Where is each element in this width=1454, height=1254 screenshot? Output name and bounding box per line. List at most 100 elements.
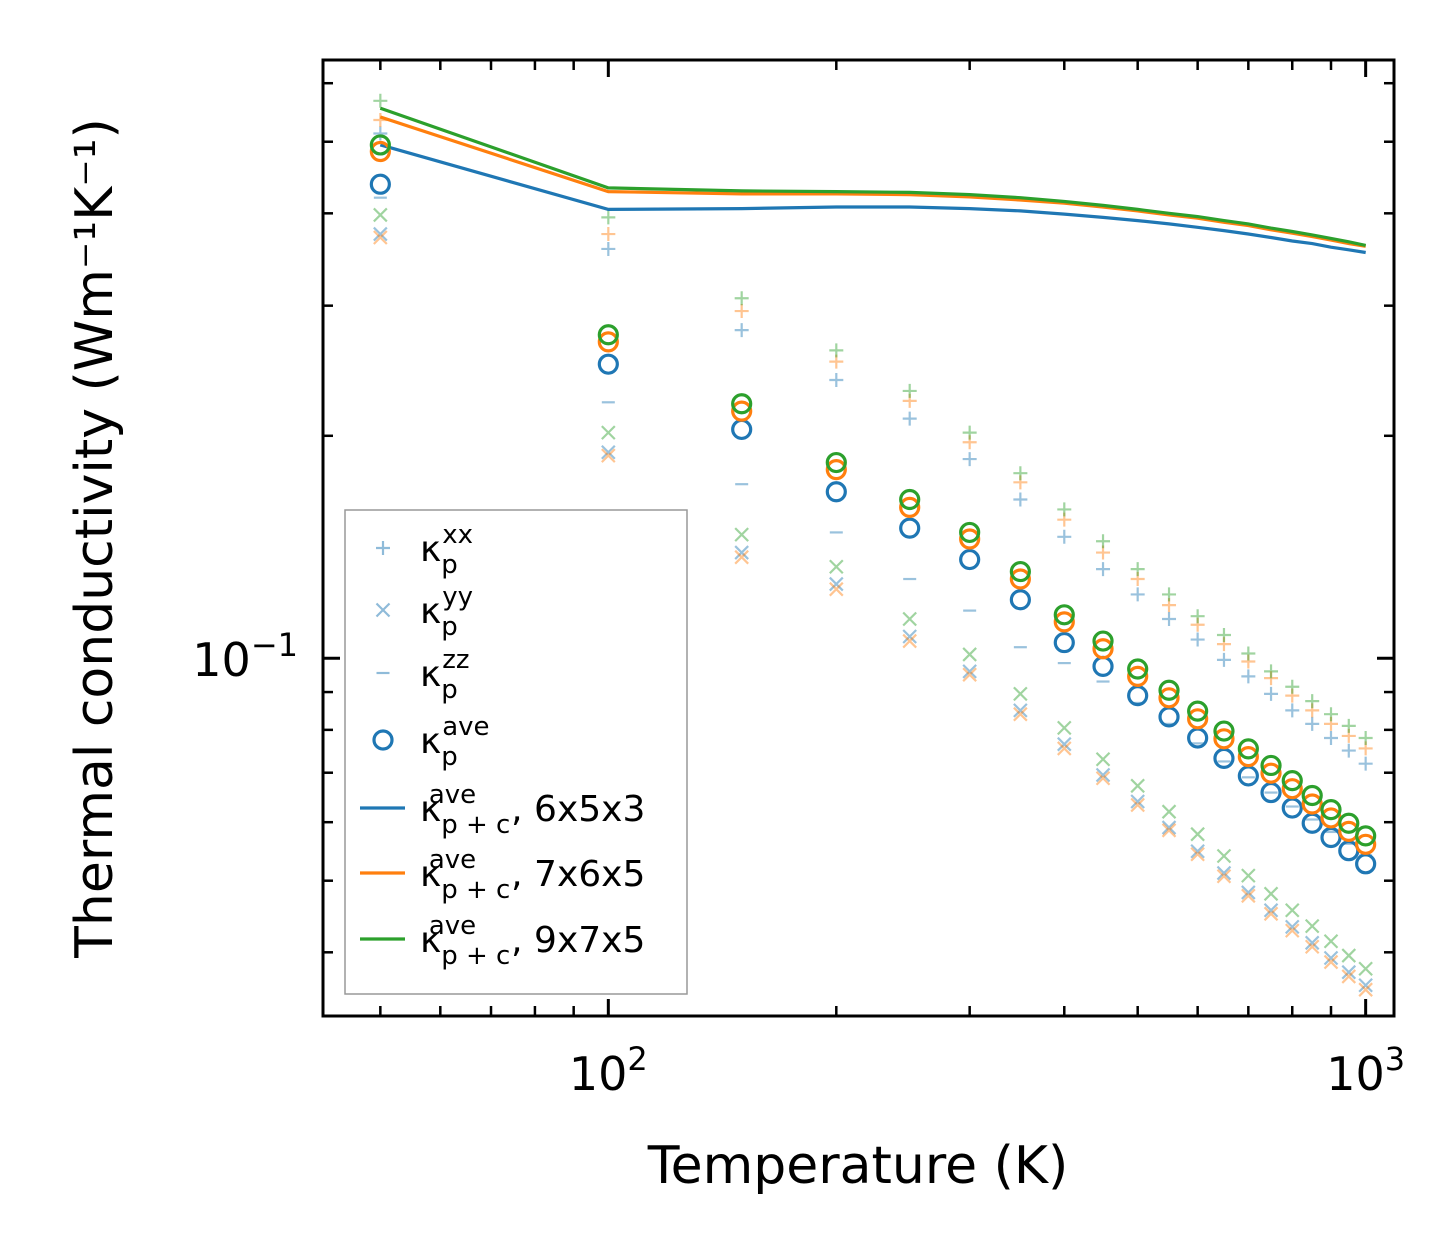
data-point — [734, 304, 749, 319]
data-point — [1216, 628, 1231, 643]
data-point — [1301, 793, 1323, 815]
data-point — [1162, 598, 1177, 613]
data-point — [734, 323, 749, 338]
legend-tail: , 7x6x5 — [511, 854, 645, 895]
legend-subscript: p + c — [441, 810, 510, 840]
data-point — [1057, 720, 1072, 736]
data-point — [601, 448, 616, 463]
data-point — [1013, 492, 1028, 507]
series--p-yy-7x6x5 — [373, 230, 1373, 997]
data-point — [962, 667, 977, 682]
data-point — [1237, 738, 1259, 760]
data-point — [1130, 794, 1145, 809]
data-point — [1216, 637, 1231, 652]
data-point — [734, 549, 749, 565]
data-point — [1162, 612, 1177, 627]
data-point — [1241, 669, 1256, 684]
data-point — [1358, 730, 1373, 745]
data-point — [601, 227, 616, 242]
data-point — [373, 126, 388, 141]
data-point — [899, 488, 921, 511]
data-point — [1323, 950, 1339, 966]
series--p-c-ave-6x5x3 — [379, 143, 1366, 255]
data-point — [1284, 902, 1300, 918]
legend-label: κp + cave , 7x6x5 — [420, 845, 645, 905]
data-point — [1355, 825, 1377, 847]
data-point — [1095, 767, 1111, 783]
x-tick-exponent: 2 — [627, 1040, 647, 1078]
legend-marker-circle — [372, 729, 394, 751]
data-point — [829, 581, 844, 597]
legend-superscript: ave — [429, 780, 476, 810]
legend-tail: , 9x7x5 — [511, 920, 645, 961]
data-point — [369, 134, 391, 156]
data-point — [829, 372, 844, 387]
data-point — [902, 633, 917, 649]
data-point — [1057, 502, 1072, 517]
data-point — [734, 291, 749, 306]
data-point — [1095, 751, 1111, 767]
x-tick-base: 10 — [569, 1047, 628, 1101]
data-point — [1190, 844, 1205, 859]
legend-subscript: p — [441, 742, 458, 772]
x-tick-base: 10 — [1326, 1047, 1385, 1101]
legend-subscript: p — [441, 675, 458, 705]
data-point — [1284, 923, 1300, 938]
data-point — [1162, 587, 1177, 602]
data-point — [1127, 665, 1149, 687]
legend-label: κpzz — [420, 645, 470, 705]
series--p-yy-6x5x3 — [373, 226, 1373, 993]
legend-label: κpyy — [420, 582, 473, 642]
data-point — [959, 528, 981, 550]
data-point — [1013, 466, 1028, 481]
legend-entry-6: κp + cave , 9x7x5 — [360, 911, 645, 971]
data-point — [373, 93, 388, 108]
plot-area — [369, 93, 1377, 997]
data-point — [1009, 560, 1031, 583]
data-point — [1130, 778, 1145, 794]
data-point — [962, 647, 977, 662]
data-point — [1190, 846, 1205, 862]
data-point — [1190, 632, 1205, 647]
data-point — [1190, 617, 1205, 632]
data-point — [1260, 754, 1282, 777]
y-tick-base: 10 — [192, 633, 251, 687]
x-tick-labels: 102 103 — [569, 1040, 1405, 1101]
data-point — [731, 393, 753, 415]
legend-symbol: κ — [420, 529, 441, 570]
data-point — [1096, 534, 1111, 549]
data-point — [962, 435, 977, 450]
data-point — [1241, 654, 1256, 669]
series--p-xx-9x7x5 — [373, 93, 1373, 745]
data-point — [1305, 716, 1320, 731]
data-point — [1241, 888, 1256, 904]
y-axis-label: Thermal conductivity (Wm⁻¹K⁻¹) — [65, 118, 125, 959]
data-point — [1304, 939, 1320, 955]
data-point — [1241, 868, 1256, 883]
data-point — [1213, 720, 1235, 742]
data-point — [825, 451, 847, 474]
data-point — [597, 331, 619, 353]
data-point — [1161, 804, 1177, 819]
data-point — [1216, 865, 1232, 881]
data-point — [1305, 694, 1320, 709]
series--p-xx-6x5x3 — [373, 126, 1373, 771]
data-point — [1096, 562, 1111, 577]
series--p-ave-9x7x5 — [369, 134, 1377, 847]
data-point — [373, 230, 388, 245]
legend-subscript: p — [441, 612, 458, 642]
data-point — [1355, 833, 1377, 855]
legend-label: κpave — [420, 712, 490, 772]
data-point — [369, 140, 391, 163]
data-point — [1009, 568, 1031, 590]
data-point — [1358, 977, 1373, 993]
data-point — [373, 226, 388, 242]
legend-superscript: xx — [442, 520, 473, 550]
data-point — [1264, 671, 1279, 686]
data-point — [1320, 798, 1342, 821]
data-point — [1013, 703, 1028, 718]
data-point — [1241, 646, 1256, 661]
data-point — [1260, 762, 1282, 784]
data-point — [1053, 604, 1075, 626]
